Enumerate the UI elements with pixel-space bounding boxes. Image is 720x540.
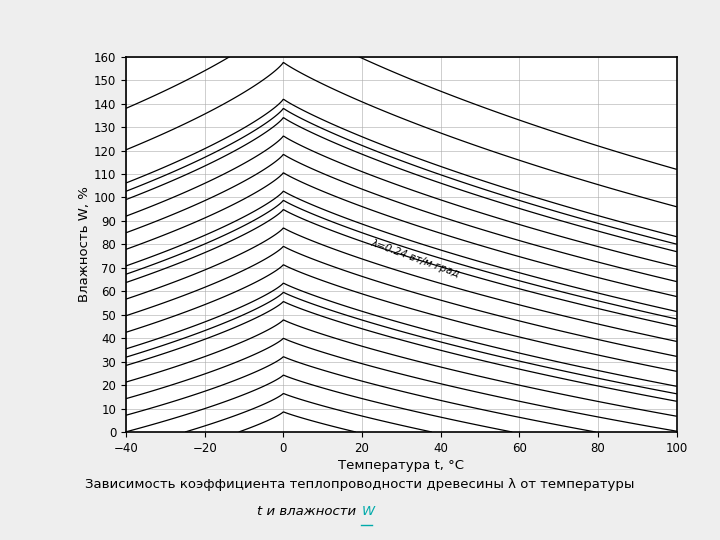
Text: λ=0.24 вт/м град: λ=0.24 вт/м град	[370, 238, 462, 279]
Y-axis label: Влажность W, %: Влажность W, %	[78, 186, 91, 302]
Text: W: W	[361, 505, 374, 518]
X-axis label: Температура t, °C: Температура t, °C	[338, 459, 464, 472]
Text: t и влажности: t и влажности	[256, 505, 360, 518]
Text: Зависимость коэффициента теплопроводности древесины λ от температуры: Зависимость коэффициента теплопроводност…	[85, 478, 635, 491]
